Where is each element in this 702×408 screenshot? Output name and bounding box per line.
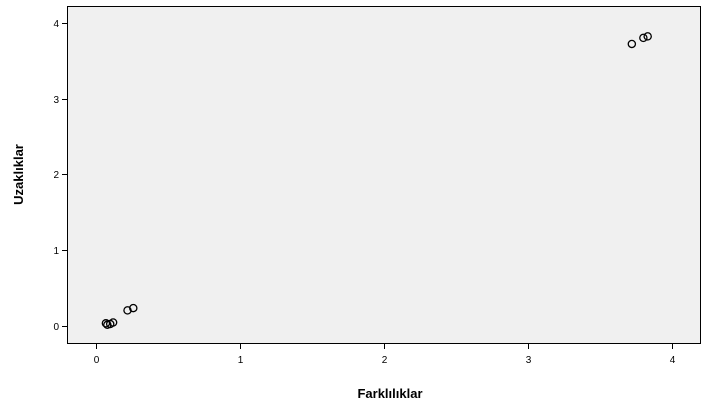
x-tick-label: 2 [382,355,388,366]
y-axis: 0 1 2 3 4 [53,19,68,333]
x-tick-label: 1 [238,355,244,366]
data-point [627,39,637,49]
y-tick-label: 2 [53,170,59,181]
x-tick-label: 0 [94,355,100,366]
data-point [108,318,118,327]
data-point [639,33,648,43]
data-point [129,303,138,313]
x-tick-label: 3 [526,355,532,366]
y-tick-label: 0 [53,322,59,333]
y-tick-label: 1 [53,246,59,257]
plot-area [67,6,701,344]
y-axis-title: Uzaklıklar [11,144,26,205]
data-points [101,32,652,330]
x-tick-label: 4 [670,355,676,366]
y-tick-label: 4 [53,19,59,30]
x-axis: 0 1 2 3 4 [94,343,676,366]
x-axis-title: Farklılıklar [357,386,422,401]
data-point [643,32,652,41]
y-tick-label: 3 [53,95,59,106]
